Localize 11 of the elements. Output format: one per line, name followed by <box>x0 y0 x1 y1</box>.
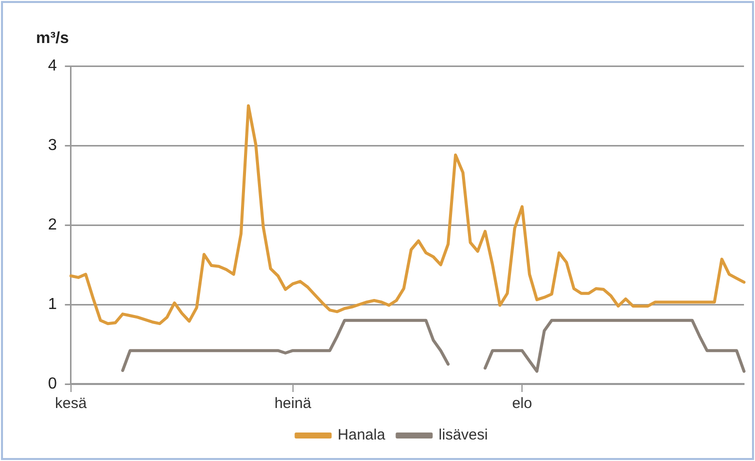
x-tick-label: heinä <box>274 395 312 412</box>
legend-label: lisävesi <box>438 426 488 444</box>
y-axis-title: m³/s <box>36 30 69 48</box>
x-tick-label: kesä <box>55 395 88 412</box>
y-tick-label: 3 <box>48 136 57 154</box>
x-tick-label: elo <box>512 395 532 412</box>
y-tick-label: 1 <box>48 296 57 313</box>
y-tick-label: 2 <box>48 216 57 234</box>
y-tick-label: 0 <box>48 375 57 392</box>
y-tick-label: 4 <box>48 57 57 74</box>
legend-label: Hanala <box>338 426 386 444</box>
